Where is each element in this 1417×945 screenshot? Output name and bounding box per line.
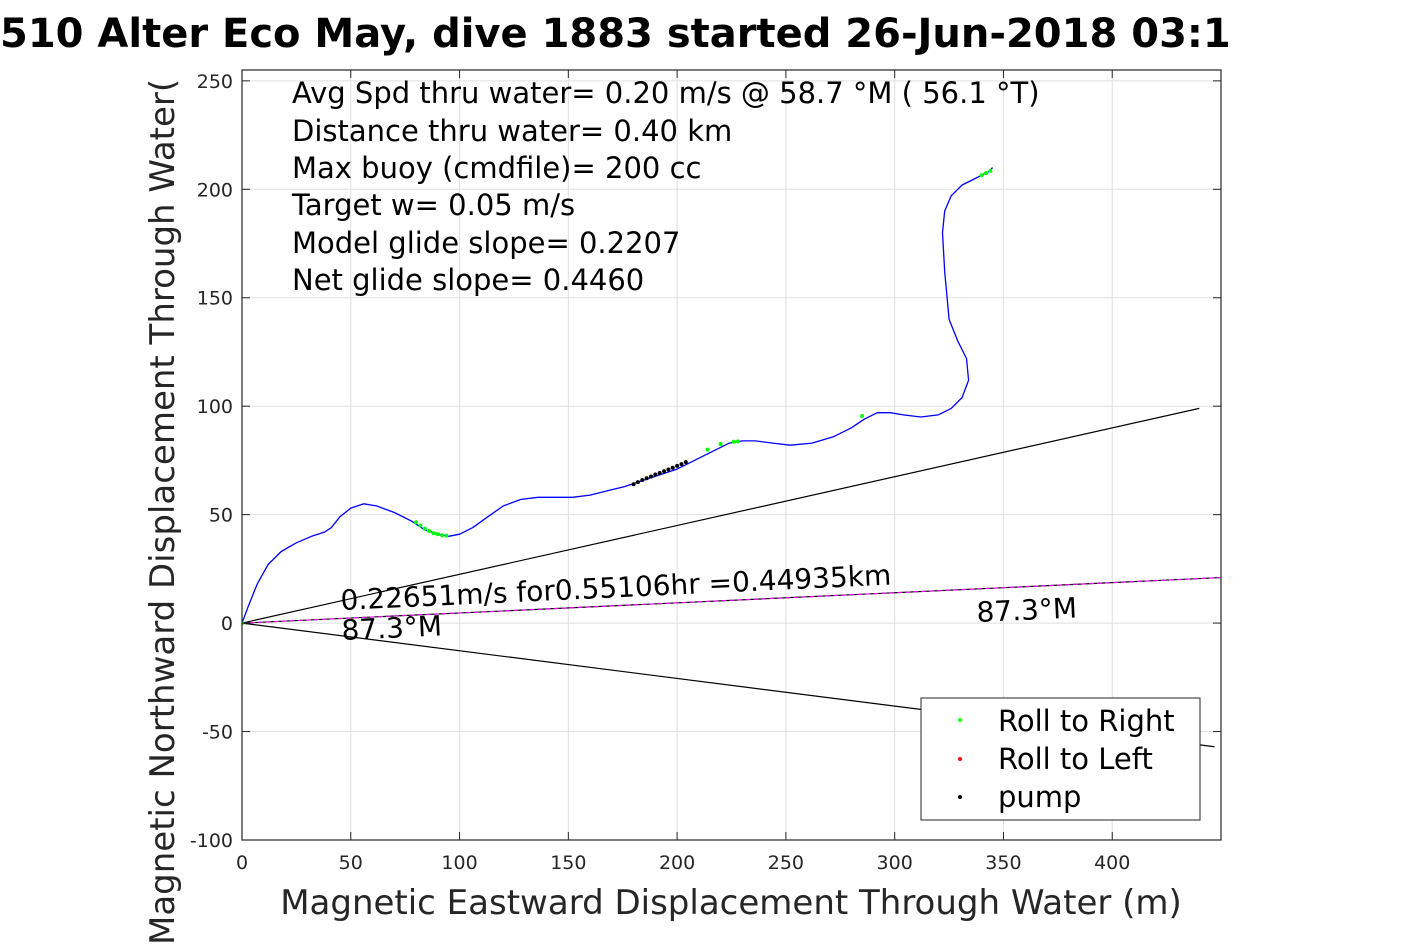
roll-right-point [444,533,449,538]
x-tick-label: 150 [550,852,586,874]
pump-point [640,477,645,482]
info-avg-speed: Avg Spd thru water= 0.20 m/s @ 58.7 °M (… [292,76,1040,110]
pump-point [657,471,662,476]
roll-right-point [435,532,440,537]
chart-title: 510 Alter Eco May, dive 1883 started 26-… [0,11,1231,57]
heading-annotation-right: 87.3°M [976,591,1078,629]
pump-point [675,463,680,468]
pump-point [644,476,649,481]
y-axis-label: Magnetic Northward Displacement Through … [143,79,183,945]
legend-box [920,697,1201,821]
y-tick-label: 100 [197,396,233,418]
info-net-glide-slope: Net glide slope= 0.4460 [292,263,644,297]
info-distance: Distance thru water= 0.40 km [292,114,732,148]
x-tick-label: 400 [1094,852,1130,874]
pump-point [683,460,688,465]
roll-right-point [731,439,736,444]
pump-point [679,462,684,467]
pump-point [666,467,671,472]
heading-annotation-left: 87.3°M [341,609,443,647]
x-tick-label: 100 [441,852,477,874]
x-tick-label: 50 [339,852,363,874]
x-tick-label: 250 [768,852,804,874]
pump-point [649,474,654,479]
legend: Roll to Right Roll to Left pump [920,697,1201,821]
x-tick-label: 300 [877,852,913,874]
plot-frame [241,69,1222,841]
roll-right-point [705,447,710,452]
roll-right-point [860,413,865,418]
x-tick-label: 0 [236,852,248,874]
x-tick-label: 200 [659,852,695,874]
pump-point [635,480,640,485]
info-target-w: Target w= 0.05 m/s [291,188,575,222]
roll-right-point [414,520,419,525]
y-tick-label: 50 [209,505,233,527]
legend-marker-roll-left [958,757,962,761]
dive-track-line [242,167,994,624]
roll-right-point [988,168,993,173]
guide-line-upper-bound [242,407,1200,624]
roll-right-point [979,173,984,178]
guide-line-net-heading-magenta [242,577,1221,624]
pump-point [631,482,636,487]
info-block: Avg Spd thru water= 0.20 m/s @ 58.7 °M (… [291,76,1040,297]
axis-ticks: 0 50 100 150 200 250 300 350 400 -100 -50 0 50 100 150… [190,70,1221,874]
y-tick-label: 200 [197,179,233,201]
roll-right-point [427,528,432,533]
roll-right-point [718,442,723,447]
roll-right-point [422,526,427,531]
roll-right-point [418,523,423,528]
legend-label-pump: pump [998,780,1081,814]
y-tick-label: -100 [190,830,233,852]
roll-right-point [440,533,445,538]
y-tick-label: -50 [202,722,233,744]
pump-point [653,472,658,477]
roll-right-point [984,171,989,176]
legend-marker-pump [958,795,962,799]
roll-right-point [431,531,436,536]
legend-label-roll-right: Roll to Right [998,704,1175,738]
y-tick-label: 250 [197,71,233,93]
y-tick-label: 0 [221,613,233,635]
pump-point [670,465,675,470]
x-axis-label: Magnetic Eastward Displacement Through W… [280,883,1182,923]
info-model-glide-slope: Model glide slope= 0.2207 [292,226,680,260]
info-max-buoy: Max buoy (cmdfile)= 200 cc [292,151,701,185]
y-tick-label: 150 [197,288,233,310]
roll-right-point [736,439,741,444]
legend-marker-roll-right [958,718,962,722]
legend-label-roll-left: Roll to Left [998,742,1153,776]
x-tick-label: 350 [985,852,1021,874]
pump-point [662,469,667,474]
